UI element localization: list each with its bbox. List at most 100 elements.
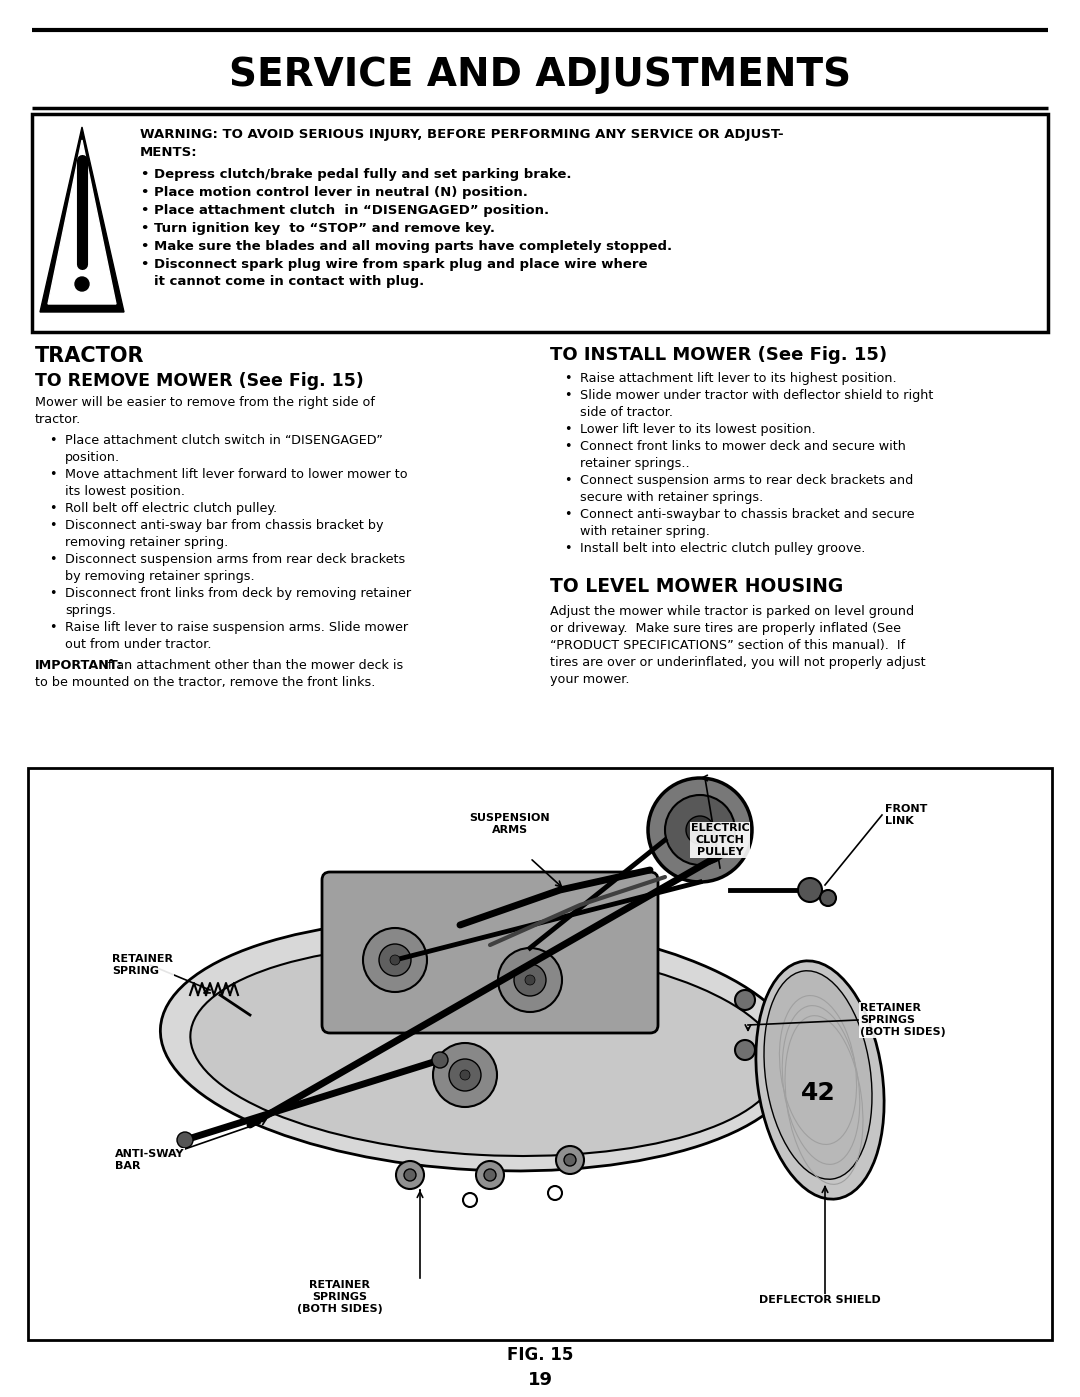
Circle shape [735,990,755,1010]
Text: TO REMOVE MOWER (See Fig. 15): TO REMOVE MOWER (See Fig. 15) [35,372,364,390]
Text: FRONT
LINK: FRONT LINK [885,805,928,826]
FancyBboxPatch shape [32,115,1048,332]
Polygon shape [40,127,124,312]
Circle shape [404,1169,416,1180]
Text: Slide mower under tractor with deflector shield to right: Slide mower under tractor with deflector… [580,388,933,402]
Text: •: • [49,468,56,481]
Circle shape [460,1070,470,1080]
Text: MENTS:: MENTS: [140,147,198,159]
Text: •: • [564,474,571,488]
Text: •: • [49,502,56,515]
Circle shape [432,1052,448,1067]
Circle shape [548,1186,562,1200]
Text: Place attachment clutch switch in “DISENGAGED”: Place attachment clutch switch in “DISEN… [65,434,383,447]
Circle shape [648,778,752,882]
Circle shape [476,1161,504,1189]
Circle shape [665,795,735,865]
Text: •: • [140,222,148,235]
Text: •: • [140,186,148,198]
Text: retainer springs..: retainer springs.. [580,457,690,469]
Text: side of tractor.: side of tractor. [580,407,673,419]
Text: •: • [140,168,148,182]
Text: Move attachment lift lever forward to lower mower to: Move attachment lift lever forward to lo… [65,468,407,481]
Text: tires are over or underinflated, you will not properly adjust: tires are over or underinflated, you wil… [550,657,926,669]
Text: Disconnect spark plug wire from spark plug and place wire where: Disconnect spark plug wire from spark pl… [154,258,648,271]
Circle shape [177,1132,193,1148]
Text: or driveway.  Make sure tires are properly inflated (See: or driveway. Make sure tires are properl… [550,622,901,636]
Circle shape [556,1146,584,1173]
Text: •: • [564,423,571,436]
Text: 19: 19 [527,1370,553,1389]
Text: IMPORTANT:: IMPORTANT: [35,659,123,672]
Text: SUSPENSION
ARMS: SUSPENSION ARMS [470,813,551,835]
Text: Raise lift lever to raise suspension arms. Slide mower: Raise lift lever to raise suspension arm… [65,622,408,634]
Text: Place attachment clutch  in “DISENGAGED” position.: Place attachment clutch in “DISENGAGED” … [154,204,549,217]
Text: position.: position. [65,451,120,464]
Text: it cannot come in contact with plug.: it cannot come in contact with plug. [154,275,424,288]
Circle shape [514,964,546,996]
Text: •: • [49,587,56,599]
Circle shape [463,1193,477,1207]
Text: •: • [49,622,56,634]
Text: •: • [564,372,571,386]
Text: If an attachment other than the mower deck is: If an attachment other than the mower de… [100,659,407,672]
Text: Install belt into electric clutch pulley groove.: Install belt into electric clutch pulley… [580,542,865,555]
Text: SERVICE AND ADJUSTMENTS: SERVICE AND ADJUSTMENTS [229,56,851,94]
Text: your mower.: your mower. [550,673,630,686]
Text: Disconnect suspension arms from rear deck brackets: Disconnect suspension arms from rear dec… [65,553,405,566]
Text: TO INSTALL MOWER (See Fig. 15): TO INSTALL MOWER (See Fig. 15) [550,346,887,365]
Circle shape [484,1169,496,1180]
Text: •: • [140,240,148,253]
Text: Mower will be easier to remove from the right side of: Mower will be easier to remove from the … [35,395,375,409]
Text: secure with retainer springs.: secure with retainer springs. [580,490,764,504]
Text: FIG. 15: FIG. 15 [507,1345,573,1363]
Text: •: • [49,520,56,532]
Text: with retainer spring.: with retainer spring. [580,525,710,538]
Text: springs.: springs. [65,604,116,617]
Text: •: • [140,258,148,271]
Circle shape [396,1161,424,1189]
Circle shape [379,944,411,977]
Text: tractor.: tractor. [35,414,81,426]
Text: its lowest position.: its lowest position. [65,485,185,497]
Text: Disconnect front links from deck by removing retainer: Disconnect front links from deck by remo… [65,587,411,599]
Text: TRACTOR: TRACTOR [35,346,145,366]
Text: out from under tractor.: out from under tractor. [65,638,212,651]
Text: Adjust the mower while tractor is parked on level ground: Adjust the mower while tractor is parked… [550,605,914,617]
Ellipse shape [190,944,780,1155]
Text: Place motion control lever in neutral (N) position.: Place motion control lever in neutral (N… [154,186,528,198]
FancyBboxPatch shape [322,872,658,1032]
Circle shape [75,277,89,291]
Text: ELECTRIC
CLUTCH
PULLEY: ELECTRIC CLUTCH PULLEY [690,823,750,856]
Circle shape [798,877,822,902]
Text: by removing retainer springs.: by removing retainer springs. [65,570,255,583]
Text: Connect front links to mower deck and secure with: Connect front links to mower deck and se… [580,440,906,453]
Circle shape [363,928,427,992]
Ellipse shape [764,971,872,1179]
Circle shape [498,949,562,1011]
Text: •: • [564,440,571,453]
Text: •: • [49,434,56,447]
Text: RETAINER
SPRINGS
(BOTH SIDES): RETAINER SPRINGS (BOTH SIDES) [297,1280,383,1315]
Text: •: • [564,542,571,555]
Polygon shape [48,140,116,305]
Circle shape [564,1154,576,1166]
Text: TO LEVEL MOWER HOUSING: TO LEVEL MOWER HOUSING [550,577,843,597]
Circle shape [735,1039,755,1060]
Circle shape [390,956,400,965]
Text: DEFLECTOR SHIELD: DEFLECTOR SHIELD [759,1295,881,1305]
Text: •: • [564,388,571,402]
Text: Raise attachment lift lever to its highest position.: Raise attachment lift lever to its highe… [580,372,896,386]
Circle shape [696,826,705,835]
Text: RETAINER
SPRING: RETAINER SPRING [112,954,173,977]
Text: Lower lift lever to its lowest position.: Lower lift lever to its lowest position. [580,423,815,436]
Text: Turn ignition key  to “STOP” and remove key.: Turn ignition key to “STOP” and remove k… [154,222,495,235]
Text: ANTI-SWAY
BAR: ANTI-SWAY BAR [114,1148,185,1171]
Text: Roll belt off electric clutch pulley.: Roll belt off electric clutch pulley. [65,502,278,515]
Circle shape [525,975,535,985]
Text: Connect suspension arms to rear deck brackets and: Connect suspension arms to rear deck bra… [580,474,914,488]
Text: •: • [564,509,571,521]
Text: Depress clutch/brake pedal fully and set parking brake.: Depress clutch/brake pedal fully and set… [154,168,571,182]
Text: RETAINER
SPRINGS
(BOTH SIDES): RETAINER SPRINGS (BOTH SIDES) [860,1003,946,1037]
Circle shape [449,1059,481,1091]
